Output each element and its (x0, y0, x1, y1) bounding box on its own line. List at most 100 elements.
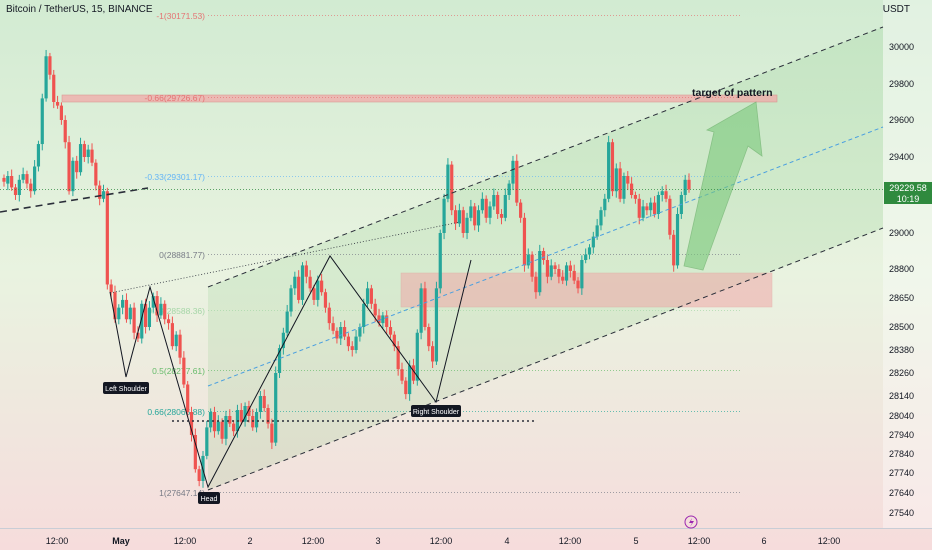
candle-body (450, 164, 454, 211)
lightning-icon (684, 515, 698, 529)
candle-body (522, 217, 527, 266)
candle-body (121, 299, 125, 308)
candle-body (633, 195, 638, 199)
candle-body (434, 288, 439, 362)
candle-body (101, 191, 106, 199)
candle-body (365, 288, 370, 304)
candle-body (664, 191, 668, 199)
y-tick-label: 29800 (889, 79, 914, 89)
candle-body (507, 183, 511, 195)
candle-body (270, 423, 274, 443)
left-shoulder-label: Left Shoulder (103, 382, 149, 394)
candle-body (442, 198, 446, 233)
candle-body (327, 307, 331, 324)
candle-body (396, 346, 400, 370)
candle-body (423, 288, 427, 327)
candle-body (515, 160, 519, 203)
candle-body (488, 206, 492, 218)
x-tick-label: 5 (633, 536, 638, 546)
candle-body (48, 56, 52, 75)
candle-body (98, 185, 102, 199)
right-shoulder-label: Right Shoulder (411, 405, 461, 417)
left-shoulder-label-bg (103, 382, 149, 394)
x-tick-label: 12:00 (302, 536, 325, 546)
candle-body (511, 160, 515, 184)
y-tick-label: 28800 (889, 264, 914, 274)
candle-body (668, 198, 672, 235)
target-zone (61, 94, 778, 103)
candle-body (603, 198, 607, 211)
x-tick-label: 12:00 (46, 536, 69, 546)
y-tick-label: 29600 (889, 115, 914, 125)
candle-body (446, 164, 450, 199)
candle-body (400, 369, 404, 381)
candle-body (587, 247, 592, 255)
candle-body (568, 265, 572, 271)
candle-body (339, 327, 343, 339)
candle-body (82, 144, 86, 157)
candle-body (614, 168, 618, 192)
candle-body (369, 288, 373, 304)
candle-body (553, 265, 557, 269)
candle-body (461, 210, 465, 233)
candle-body (316, 280, 320, 300)
fib-label-7: 1(27647.14) (159, 488, 205, 498)
candle-body (285, 311, 289, 333)
candle-body (262, 396, 266, 408)
candle-body (342, 327, 347, 337)
x-tick-label: 12:00 (174, 536, 197, 546)
y-tick-label: 29000 (889, 228, 914, 238)
candle-body (637, 198, 641, 218)
currency-label: USDT (882, 4, 910, 15)
pattern-drawings[interactable]: Left Shoulder Head Right Shoulder target of… (0, 26, 884, 504)
y-tick-label: 27840 (889, 449, 914, 459)
candle-body (580, 260, 584, 289)
candle-body (205, 427, 209, 456)
candle-body (300, 265, 305, 300)
candle-body (94, 162, 98, 186)
left-shoulder-label-text: Left Shoulder (105, 386, 147, 393)
candle-body (220, 421, 224, 439)
candle-body (109, 284, 113, 293)
y-tick-label: 28650 (889, 293, 914, 303)
candle-body (193, 435, 197, 470)
candle-body (36, 144, 41, 167)
candle-body (683, 179, 687, 195)
candle-body (232, 423, 236, 432)
candle-body (289, 288, 293, 312)
x-tick-label: 12:00 (559, 536, 582, 546)
fib-label-3: 0(28881.77) (159, 250, 205, 260)
fib-label-2: -0.33(29301.17) (145, 172, 206, 182)
candle-body (392, 334, 396, 347)
candle-body (599, 210, 603, 226)
candle-body (626, 176, 630, 184)
x-tick-label: 12:00 (818, 536, 841, 546)
candle-body (71, 160, 75, 192)
fibonacci-levels[interactable]: -1(30171.53) -0.66(29726.67) -0.33(29301.1… (145, 11, 741, 498)
candle-body (419, 288, 423, 333)
candle-body (687, 179, 691, 190)
candle-body (247, 406, 251, 416)
candle-body (33, 166, 37, 192)
candle-body (25, 174, 29, 184)
candle-body (124, 299, 129, 320)
candle-body (572, 270, 576, 281)
price-scale-background (883, 0, 932, 528)
candle-body (499, 214, 504, 218)
y-tick-label: 29400 (889, 152, 914, 162)
current-price-tag: 29229.58 10:19 (884, 182, 932, 204)
candle-body (415, 332, 419, 381)
candle-body (166, 319, 171, 324)
candle-body (297, 276, 301, 300)
candle-body (595, 225, 599, 237)
candle-body (404, 380, 408, 395)
demand-zone (400, 272, 773, 308)
candle-body (59, 105, 64, 120)
candle-body (228, 416, 232, 424)
candle-body (492, 195, 496, 207)
candle-body (40, 98, 44, 145)
candle-body (576, 280, 580, 289)
candle-body (186, 384, 190, 412)
candle-body (672, 234, 676, 266)
